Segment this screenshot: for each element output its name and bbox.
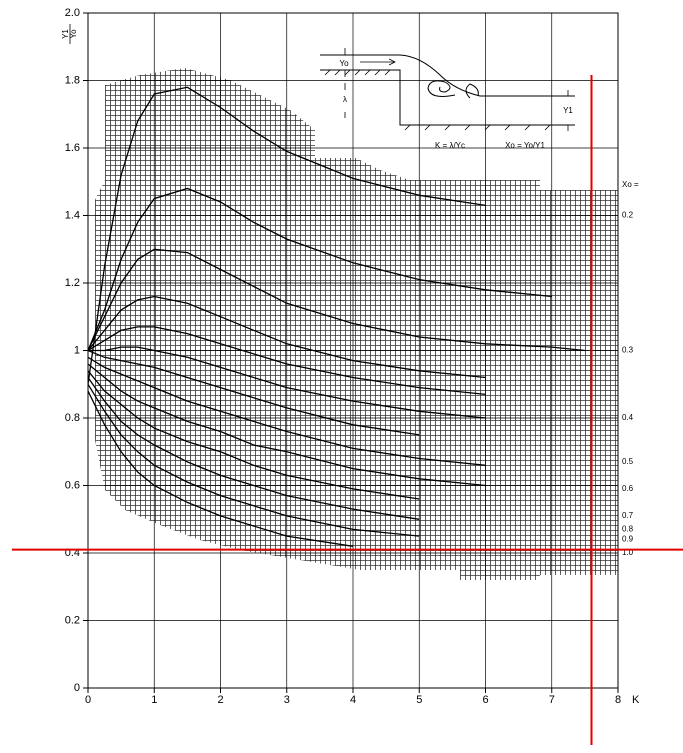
y-tick-label: 1	[74, 344, 80, 356]
y-axis-title: Y1 Yo	[61, 24, 78, 44]
inset-lambda: λ	[343, 95, 347, 104]
x-tick-label: 3	[284, 694, 290, 706]
x-tick-label: 1	[151, 694, 157, 706]
curve-label: 0.9	[622, 535, 634, 544]
curve-label: 0.5	[622, 457, 634, 466]
x-tick-label: 5	[416, 694, 422, 706]
y-tick-label: 0.2	[65, 614, 80, 626]
x-tick-label: 6	[482, 694, 488, 706]
curve-label: 0.8	[622, 524, 634, 533]
inset-diagram: Yo λ Y1 K = λ/Yc Xo = Yo/Y1	[315, 38, 580, 158]
y-tick-label: 2.0	[65, 7, 80, 19]
x-tick-label: 0	[85, 694, 91, 706]
y-tick-label: 1.8	[65, 74, 80, 86]
y-label-den: Yo	[69, 29, 78, 39]
y-tick-label: 0.8	[65, 412, 80, 424]
curve-label: 0.7	[622, 511, 634, 520]
curve-label: 0.3	[622, 346, 634, 355]
inset-xo-formula: Xo = Yo/Y1	[505, 141, 545, 150]
x-axis-title: K	[632, 694, 640, 706]
y-tick-label: 0.6	[65, 479, 80, 491]
curve-label: Xo =	[622, 180, 639, 189]
inset-k-formula: K = λ/Yc	[435, 141, 465, 150]
x-tick-label: 7	[549, 694, 555, 706]
inset-yo: Yo	[339, 59, 349, 68]
y-tick-label: 1.6	[65, 142, 80, 154]
y-tick-label: 1.2	[65, 277, 80, 289]
curve-label: 0.4	[622, 413, 634, 422]
y-tick-label: 0	[74, 682, 80, 694]
curve-label: 0.2	[622, 211, 634, 220]
x-tick-label: 8	[615, 694, 621, 706]
x-tick-label: 4	[350, 694, 356, 706]
y-tick-label: 1.4	[65, 209, 80, 221]
curve-label: 0.6	[622, 484, 634, 493]
inset-y1: Y1	[563, 106, 573, 115]
chart: Y1 Yo K Yo λ Y1 K = λ/Yc Xo = Yo/Y1 0 1 2 3…	[0, 0, 683, 753]
x-tick-label: 2	[217, 694, 223, 706]
